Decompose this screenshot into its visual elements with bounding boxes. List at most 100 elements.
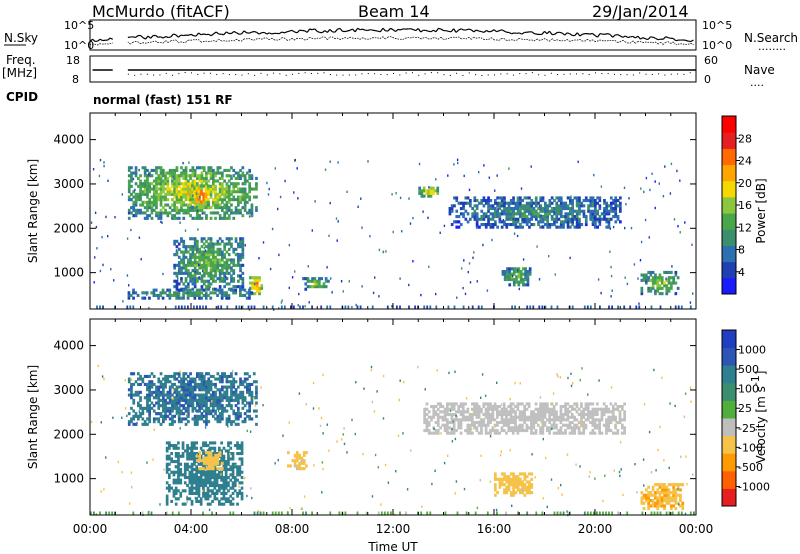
vel-cell — [202, 414, 206, 418]
power-cell — [182, 293, 185, 297]
power-cell — [512, 215, 515, 219]
vel-cell — [187, 401, 190, 405]
vel-cell — [172, 494, 176, 498]
power-speck — [107, 235, 109, 238]
power-cell — [171, 171, 174, 175]
power-cell — [528, 217, 531, 221]
power-cell — [148, 190, 151, 194]
nave-point — [317, 72, 319, 74]
power-cell — [209, 250, 213, 254]
vel-cell — [132, 417, 136, 421]
power-speck — [399, 196, 402, 200]
vel-cell — [236, 446, 239, 450]
power-cell — [230, 279, 233, 283]
power-cell — [234, 285, 238, 289]
vel-cell — [584, 413, 588, 417]
power-cell — [227, 239, 231, 243]
vel-cell — [427, 415, 431, 419]
power-cell — [246, 192, 249, 196]
power-cell — [216, 198, 220, 202]
power-cell — [494, 201, 497, 205]
power-cell — [177, 261, 181, 265]
vel-cell — [207, 412, 211, 416]
power-speck — [326, 266, 328, 269]
power-cell — [162, 174, 165, 178]
power-cell — [462, 215, 465, 219]
vel-cell — [489, 415, 492, 419]
power-cell — [127, 190, 131, 194]
vel-cell — [189, 380, 192, 384]
power-cell — [663, 281, 666, 285]
vel-cell — [584, 426, 588, 430]
power-cell — [184, 198, 188, 202]
noise-sky-trace — [425, 29, 429, 32]
vel-cell — [552, 405, 556, 409]
vel-cell — [212, 393, 215, 397]
vel-cell — [188, 476, 192, 480]
power-near-range — [426, 305, 429, 309]
power-cell — [230, 198, 233, 202]
vel-cell — [532, 431, 536, 435]
power-cell — [539, 196, 543, 200]
vel-cell — [427, 423, 431, 427]
noise-sky-trace — [362, 28, 366, 31]
power-cell — [523, 215, 527, 219]
noise-sky-trace — [435, 27, 439, 33]
power-near-range — [102, 305, 104, 309]
power-cell — [651, 281, 655, 285]
vel-cell — [179, 478, 183, 482]
nave-point — [228, 74, 230, 76]
power-cell — [318, 282, 321, 286]
power-cell — [258, 278, 261, 282]
power-cell — [146, 203, 149, 207]
power-cell — [614, 209, 618, 213]
power-near-range — [541, 305, 544, 309]
vel-cell — [195, 446, 198, 450]
vel-cell — [571, 421, 574, 425]
power-cell — [184, 176, 188, 180]
nave-point — [531, 72, 533, 74]
power-cell — [578, 223, 581, 227]
vel-cell — [236, 470, 239, 474]
vel-cell — [184, 409, 188, 413]
vel-cell — [202, 385, 206, 389]
vel-cell — [452, 407, 456, 411]
power-cell — [530, 223, 534, 227]
vel-cell — [240, 470, 244, 474]
power-cell — [177, 192, 181, 196]
vel-cell — [248, 406, 251, 410]
vel-cell — [491, 418, 495, 422]
vel-cell — [459, 431, 463, 435]
power-cell — [514, 207, 518, 211]
noise-search-trace — [94, 43, 98, 46]
vel-cell — [202, 473, 205, 477]
power-speck — [161, 221, 163, 224]
power-cell — [457, 215, 461, 219]
power-cell — [544, 223, 547, 227]
power-cell — [177, 190, 181, 194]
power-speck — [172, 175, 175, 179]
power-cell — [575, 225, 579, 229]
power-cell — [184, 211, 188, 215]
noise-sky-trace — [142, 37, 146, 40]
power-cell — [530, 201, 534, 205]
power-cell — [320, 277, 323, 281]
power-cell — [175, 296, 178, 300]
power-cell — [143, 206, 147, 210]
vel-cell — [471, 413, 474, 417]
power-cell — [667, 289, 671, 293]
power-speck — [369, 235, 371, 238]
power-cell — [189, 279, 192, 283]
power-cell — [241, 166, 245, 170]
vel-cell — [519, 488, 522, 492]
noise-search-trace — [142, 42, 146, 44]
vel-cell — [623, 402, 626, 406]
power-cell — [528, 272, 532, 276]
nave-point — [582, 73, 584, 75]
vel-cell — [229, 502, 233, 506]
vel-cell — [243, 396, 247, 400]
vel-cell — [187, 404, 190, 408]
vel-cell — [580, 410, 583, 414]
vel-cell — [190, 491, 194, 495]
noise-sky-trace — [453, 28, 457, 33]
